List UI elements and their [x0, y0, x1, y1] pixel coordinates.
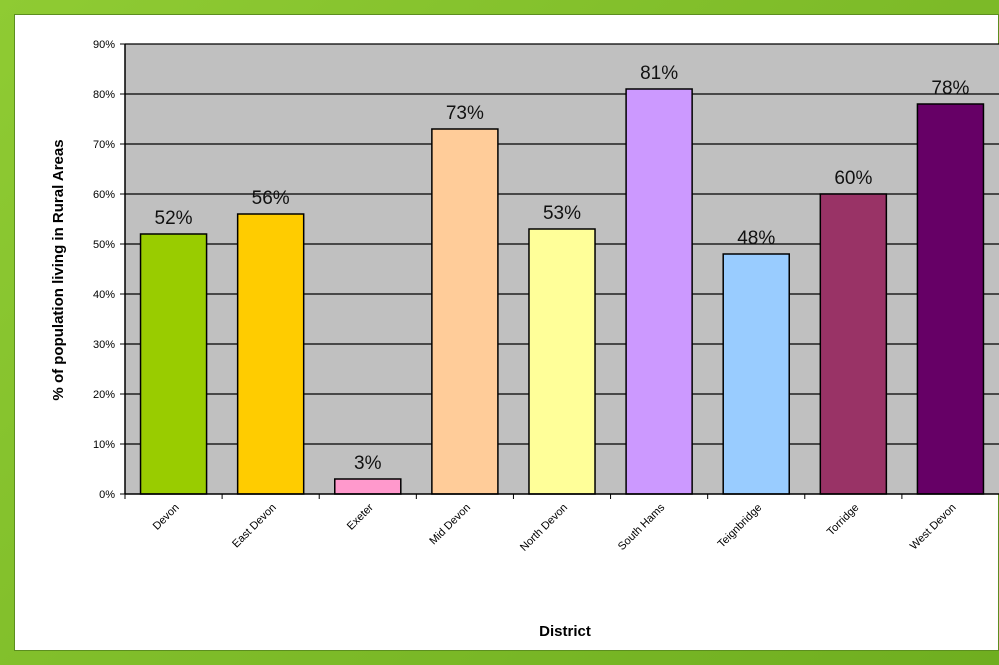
- y-axis-ticks: 0% 10% 20% 30% 40% 50% 60% 70% 80% 90%: [93, 39, 125, 501]
- x-tick-label: Torridge: [825, 502, 862, 539]
- bar-mid-devon: [431, 128, 499, 495]
- bar-east-devon: [236, 213, 305, 495]
- y-axis-label: % of population living in Rural Areas: [50, 139, 67, 400]
- y-tick-label: 90%: [93, 39, 115, 51]
- y-tick-label: 50%: [93, 239, 115, 251]
- bar-torridge: [819, 193, 888, 495]
- data-labels: 52% 56% 3% 73% 53% 81% 48% 60% 78%: [155, 63, 970, 474]
- y-tick-label: 40%: [93, 289, 115, 301]
- x-tick-label: Exeter: [345, 501, 376, 532]
- y-tick-label: 70%: [93, 139, 115, 151]
- bar-devon: [139, 233, 208, 495]
- y-tick-label: 30%: [93, 339, 115, 351]
- x-tick-label: West Devon: [908, 502, 959, 553]
- bars: [139, 88, 985, 495]
- data-label: 3%: [354, 453, 382, 474]
- x-tick-label: South Hams: [616, 501, 668, 553]
- data-label: 78%: [931, 78, 969, 99]
- data-label: 60%: [834, 168, 872, 189]
- bar-south-hams: [625, 88, 693, 495]
- x-tick-label: East Devon: [230, 502, 279, 551]
- data-label: 56%: [252, 188, 290, 209]
- x-tick-label: Mid Devon: [427, 502, 473, 548]
- y-tick-label: 80%: [93, 89, 115, 101]
- data-label: 48%: [737, 228, 775, 249]
- data-label: 81%: [640, 63, 678, 84]
- y-tick-label: 0%: [99, 489, 115, 501]
- data-label: 73%: [446, 103, 484, 124]
- y-tick-label: 20%: [93, 389, 115, 401]
- bar-north-devon: [528, 228, 596, 495]
- data-label: 53%: [543, 203, 581, 224]
- x-tick-label: North Devon: [518, 502, 570, 554]
- x-tick-label: Teignbridge: [716, 502, 765, 551]
- data-label: 52%: [155, 208, 193, 229]
- bar-exeter: [334, 478, 402, 495]
- y-tick-label: 60%: [93, 189, 115, 201]
- x-axis-ticks: Devon East Devon Exeter Mid Devon North Devo…: [124, 494, 959, 554]
- x-tick-label: Devon: [151, 502, 182, 533]
- bar-west-devon: [916, 103, 985, 495]
- y-tick-label: 10%: [93, 439, 115, 451]
- bar-teignbridge: [722, 253, 790, 495]
- x-axis-label: District: [539, 623, 591, 640]
